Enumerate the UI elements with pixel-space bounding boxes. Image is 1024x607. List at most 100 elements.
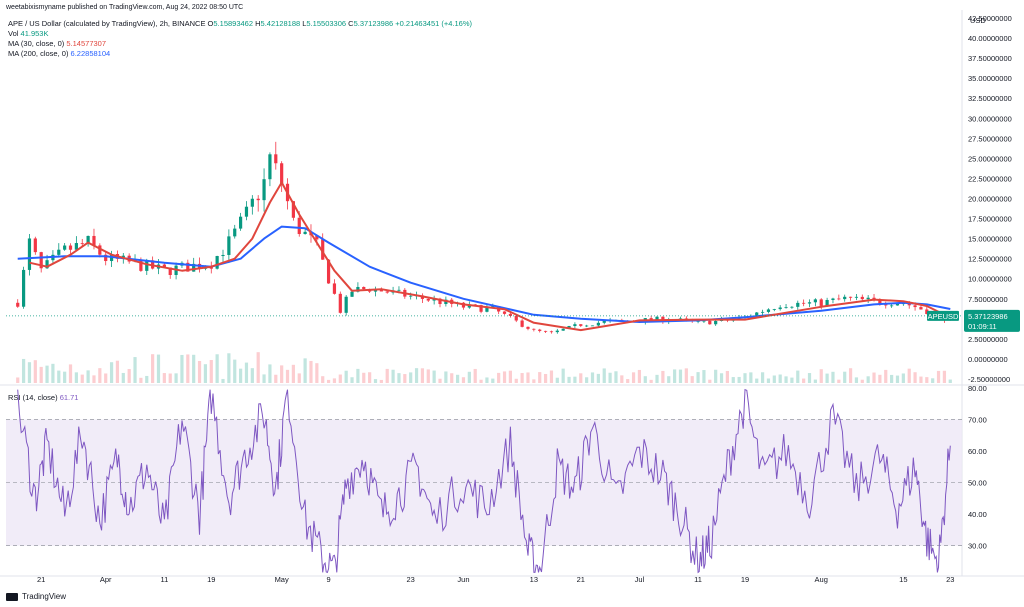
candle-body xyxy=(221,254,225,257)
time-tick-label: 19 xyxy=(207,575,215,584)
candle-body xyxy=(21,269,26,307)
volume-bar xyxy=(414,368,419,383)
volume-bar xyxy=(631,372,636,383)
volume-bar xyxy=(397,373,401,383)
price-tick-label: 22.50000000 xyxy=(968,174,1012,183)
volume-bar xyxy=(338,374,342,383)
change-value: +0.21463451 (+4.16%) xyxy=(395,19,473,28)
volume-bar xyxy=(315,363,319,383)
volume-bar xyxy=(456,374,460,383)
volume-bar xyxy=(350,377,354,383)
open-value: 5.15893462 xyxy=(213,19,254,28)
volume-bar xyxy=(344,370,348,383)
candle-body xyxy=(379,288,383,292)
footer-brand: TradingView xyxy=(6,592,66,601)
price-tick-label: 17.50000000 xyxy=(968,215,1012,224)
time-tick-label: May xyxy=(275,575,289,584)
candle-body xyxy=(590,325,595,327)
last-price-tag-value: 5.37123986 xyxy=(968,312,1008,321)
volume-bar xyxy=(696,372,700,383)
volume-bar xyxy=(438,378,442,383)
candle-body xyxy=(538,329,542,331)
volume-bar xyxy=(667,376,671,383)
candle-body xyxy=(68,245,73,250)
time-tick-label: Aug xyxy=(815,575,828,584)
currency-label: USD xyxy=(970,16,986,25)
ma30-value: 5.14577307 xyxy=(66,39,106,48)
volume-bar xyxy=(420,368,425,383)
volume-bar xyxy=(479,379,483,383)
rsi-tick-label: 80.00 xyxy=(968,384,987,393)
volume-bar xyxy=(80,374,84,383)
price-tick-label: 2.50000000 xyxy=(968,335,1008,344)
volume-bar xyxy=(274,374,278,383)
volume-bar xyxy=(74,372,78,383)
volume-bar xyxy=(778,374,782,383)
candle-body xyxy=(209,266,213,269)
volume-bar xyxy=(567,376,571,383)
volume-bar xyxy=(368,372,372,383)
brand-name: TradingView xyxy=(22,592,67,601)
candle-body xyxy=(350,291,354,297)
candle-body xyxy=(491,306,495,308)
volume-bar xyxy=(802,378,806,383)
volume-bar xyxy=(233,359,237,383)
volume-bar xyxy=(262,374,266,383)
volume-bar xyxy=(772,375,776,383)
volume-bar xyxy=(426,369,430,383)
volume-bar xyxy=(98,368,102,383)
candle-body xyxy=(80,243,84,244)
candle-body xyxy=(714,320,718,325)
candle-body xyxy=(784,307,788,309)
volume-bar xyxy=(848,368,853,383)
candle-body xyxy=(104,254,108,262)
volume-bar xyxy=(221,378,225,383)
candle-body xyxy=(502,311,507,314)
volume-bar xyxy=(332,378,337,383)
price-tick-label: 35.00000000 xyxy=(968,74,1012,83)
volume-bar xyxy=(432,370,436,383)
volume-bar xyxy=(268,364,272,383)
volume-bar xyxy=(755,378,759,383)
volume-bar xyxy=(520,373,524,383)
time-tick-label: Apr xyxy=(100,575,112,584)
volume-bar xyxy=(68,364,73,383)
volume-bar xyxy=(555,377,559,383)
candle-body xyxy=(326,259,331,284)
volume-bar xyxy=(649,379,653,383)
rsi-title: RSI (14, close) xyxy=(8,393,58,402)
ma200-label: MA (200, close, 0) xyxy=(8,49,69,58)
volume-bar xyxy=(514,378,518,383)
candle-body xyxy=(33,238,37,253)
candle-body xyxy=(549,331,554,333)
candle-body xyxy=(585,325,589,327)
candle-body xyxy=(162,264,166,268)
volume-bar xyxy=(872,372,876,383)
last-price-tag xyxy=(964,309,1020,332)
rsi-tick-label: 70.00 xyxy=(968,416,987,425)
volume-bar xyxy=(309,360,313,383)
candle-body xyxy=(92,235,96,246)
volume-bar xyxy=(702,370,706,383)
candle-body xyxy=(362,286,366,290)
candle-body xyxy=(139,260,143,271)
volume-bar xyxy=(297,373,301,383)
price-tick-label: 30.00000000 xyxy=(968,114,1012,123)
volume-bar xyxy=(719,373,724,383)
symbol-row: APE / US Dollar (calculated by TradingVi… xyxy=(8,19,472,29)
candle-body xyxy=(802,302,806,304)
volume-bar xyxy=(796,370,800,383)
candle-body xyxy=(760,311,765,313)
candle-body xyxy=(356,286,360,292)
open-label: O xyxy=(207,19,214,28)
volume-bar xyxy=(16,377,20,383)
volume-bar xyxy=(197,360,202,383)
tradingview-logo-icon xyxy=(6,592,18,601)
candle-body xyxy=(655,316,659,321)
candle-body xyxy=(696,321,700,322)
candle-body xyxy=(843,296,847,300)
candle-body xyxy=(890,305,894,307)
volume-bar xyxy=(825,373,829,383)
candle-body xyxy=(227,236,231,255)
